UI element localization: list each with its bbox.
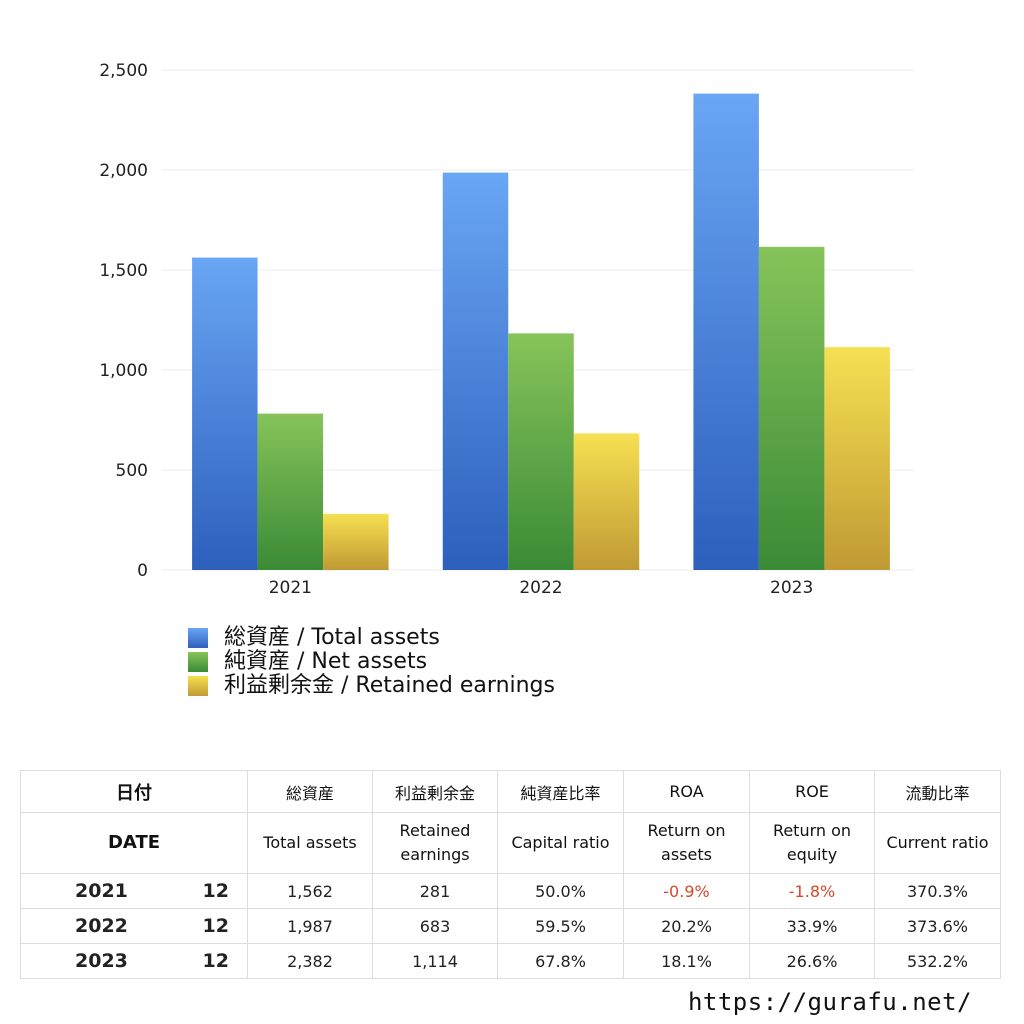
header-total-assets-en: Total assets bbox=[247, 812, 373, 874]
x-tick-label: 2021 bbox=[269, 578, 312, 598]
table-header-en: DATE Total assets Retained earnings Capi… bbox=[20, 812, 1001, 874]
cell-roa: -0.9% bbox=[623, 873, 750, 909]
financial-table: 日付 総資産 利益剰余金 純資産比率 ROA ROE 流動比率 DATE Tot… bbox=[20, 770, 1001, 979]
cell-roe: -1.8% bbox=[749, 873, 875, 909]
cell-capital-ratio: 59.5% bbox=[497, 908, 624, 944]
site-url[interactable]: https://gurafu.net/ bbox=[687, 988, 972, 1016]
row-year: 2022 bbox=[20, 908, 182, 944]
cell-total-assets: 2,382 bbox=[247, 943, 373, 979]
bar-total-assets-2023 bbox=[693, 93, 759, 570]
bar-retained-earnings-2022 bbox=[573, 433, 640, 570]
chart-legend: 総資産 / Total assets 純資産 / Net assets 利益剰余… bbox=[188, 626, 555, 698]
header-capital-ratio-jp: 純資産比率 bbox=[497, 770, 624, 813]
legend-swatch-yellow bbox=[188, 676, 208, 696]
legend-item-net-assets: 純資産 / Net assets bbox=[188, 650, 555, 674]
y-tick-label: 1,000 bbox=[99, 361, 148, 381]
legend-item-total-assets: 総資産 / Total assets bbox=[188, 626, 555, 650]
header-roe-jp: ROE bbox=[749, 770, 875, 813]
bar-net-assets-2021 bbox=[257, 413, 324, 570]
bar-total-assets-2021 bbox=[192, 257, 258, 570]
bar-chart: 0 500 1,000 1,500 2,000 2,500 2021 2022 2023 bbox=[99, 61, 914, 598]
row-month: 12 bbox=[181, 908, 248, 944]
cell-retained: 1,114 bbox=[372, 943, 498, 979]
header-roa-en: Return on assets bbox=[623, 812, 750, 874]
cell-total-assets: 1,987 bbox=[247, 908, 373, 944]
bar-retained-earnings-2021 bbox=[323, 513, 389, 570]
x-tick-label: 2022 bbox=[519, 578, 562, 598]
header-total-assets-jp: 総資産 bbox=[247, 770, 373, 813]
header-current-ratio-jp: 流動比率 bbox=[874, 770, 1001, 813]
cell-total-assets: 1,562 bbox=[247, 873, 373, 909]
bars bbox=[192, 93, 890, 571]
header-date-en: DATE bbox=[20, 812, 248, 874]
cell-retained: 281 bbox=[372, 873, 498, 909]
x-tick-label: 2023 bbox=[770, 578, 813, 598]
header-retained-jp: 利益剰余金 bbox=[372, 770, 498, 813]
y-tick-label: 2,500 bbox=[99, 61, 148, 81]
bar-net-assets-2023 bbox=[758, 246, 825, 571]
header-roa-jp: ROA bbox=[623, 770, 750, 813]
legend-swatch-green bbox=[188, 652, 208, 672]
header-roe-en: Return on equity bbox=[749, 812, 875, 874]
header-retained-en: Retained earnings bbox=[372, 812, 498, 874]
row-year: 2023 bbox=[20, 943, 182, 979]
cell-current-ratio: 532.2% bbox=[874, 943, 1001, 979]
cell-capital-ratio: 50.0% bbox=[497, 873, 624, 909]
cell-roe: 26.6% bbox=[749, 943, 875, 979]
y-tick-label: 0 bbox=[137, 561, 148, 581]
table-header-jp: 日付 総資産 利益剰余金 純資産比率 ROA ROE 流動比率 bbox=[20, 770, 1001, 813]
header-date-jp: 日付 bbox=[20, 770, 248, 813]
y-tick-label: 1,500 bbox=[99, 261, 148, 281]
cell-roa: 18.1% bbox=[623, 943, 750, 979]
y-axis-ticks: 0 500 1,000 1,500 2,000 2,500 bbox=[99, 61, 148, 581]
row-month: 12 bbox=[181, 873, 248, 909]
legend-label: 純資産 / Net assets bbox=[224, 649, 428, 674]
x-axis-ticks: 2021 2022 2023 bbox=[269, 578, 814, 598]
y-tick-label: 2,000 bbox=[99, 161, 148, 181]
row-year: 2021 bbox=[20, 873, 182, 909]
cell-current-ratio: 370.3% bbox=[874, 873, 1001, 909]
legend-item-retained-earnings: 利益剰余金 / Retained earnings bbox=[188, 674, 555, 698]
cell-roe: 33.9% bbox=[749, 908, 875, 944]
legend-label: 利益剰余金 / Retained earnings bbox=[224, 673, 555, 698]
header-current-ratio-en: Current ratio bbox=[874, 812, 1001, 874]
bar-net-assets-2022 bbox=[508, 333, 574, 570]
cell-retained: 683 bbox=[372, 908, 498, 944]
cell-capital-ratio: 67.8% bbox=[497, 943, 624, 979]
cell-current-ratio: 373.6% bbox=[874, 908, 1001, 944]
table-row: 2023 12 2,382 1,114 67.8% 18.1% 26.6% 53… bbox=[20, 943, 1001, 979]
legend-label: 総資産 / Total assets bbox=[224, 625, 440, 650]
bar-total-assets-2022 bbox=[442, 172, 509, 570]
bar-retained-earnings-2023 bbox=[824, 347, 890, 570]
legend-swatch-blue bbox=[188, 628, 208, 648]
table-row: 2022 12 1,987 683 59.5% 20.2% 33.9% 373.… bbox=[20, 908, 1001, 944]
header-capital-ratio-en: Capital ratio bbox=[497, 812, 624, 874]
row-month: 12 bbox=[181, 943, 248, 979]
table-row: 2021 12 1,562 281 50.0% -0.9% -1.8% 370.… bbox=[20, 873, 1001, 909]
y-tick-label: 500 bbox=[116, 461, 148, 481]
cell-roa: 20.2% bbox=[623, 908, 750, 944]
